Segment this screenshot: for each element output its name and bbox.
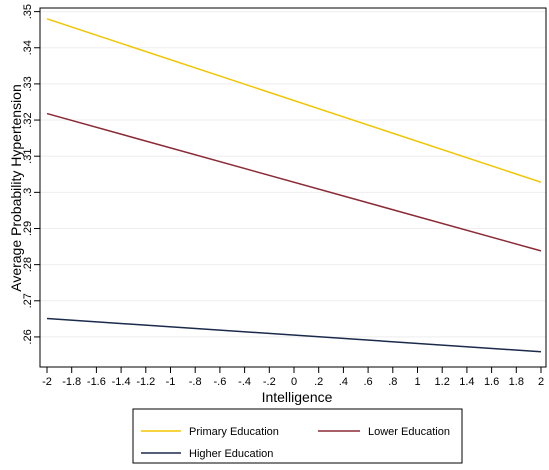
x-tick-label: -2 bbox=[42, 376, 52, 388]
legend-label-2: Higher Education bbox=[189, 448, 273, 460]
x-tick-label: -.6 bbox=[213, 376, 226, 388]
y-tick-label: .35 bbox=[22, 4, 34, 19]
plot-series bbox=[46, 18, 542, 353]
x-tick-label: .2 bbox=[314, 376, 323, 388]
x-tick-label: 1.4 bbox=[459, 376, 474, 388]
grid-lines bbox=[40, 11, 546, 338]
y-axis-label: Average Probability Hypertension bbox=[8, 84, 24, 292]
y-tick-label: .34 bbox=[22, 40, 34, 55]
x-tick-label: .6 bbox=[364, 376, 373, 388]
legend-label-1: Lower Education bbox=[368, 426, 450, 438]
x-tick-label: .4 bbox=[339, 376, 348, 388]
x-axis: -2 -1.8 -1.6 -1.4 -1.2 -1 -.8 -.6 -.4 -.2 0 .2 .4 .6.… bbox=[42, 367, 544, 388]
y-tick-label: .27 bbox=[22, 293, 34, 308]
x-tick-label: -1.6 bbox=[87, 376, 106, 388]
series-line-2 bbox=[46, 317, 542, 353]
x-tick-label: 1.2 bbox=[435, 376, 450, 388]
y-tick-label: .31 bbox=[22, 149, 34, 164]
legend: Primary Education Lower Education Higher E… bbox=[132, 408, 463, 464]
x-tick-label: -1.4 bbox=[112, 376, 131, 388]
legend-label-0: Primary Education bbox=[189, 426, 279, 438]
x-tick-label: 1.8 bbox=[509, 376, 524, 388]
x-axis-label: Intelligence bbox=[262, 389, 333, 405]
y-tick-label: .32 bbox=[22, 112, 34, 127]
series-line-0 bbox=[46, 18, 542, 183]
y-tick-label: .28 bbox=[22, 257, 34, 272]
x-tick-label: 1.6 bbox=[484, 376, 499, 388]
y-tick-label: .33 bbox=[22, 76, 34, 91]
x-tick-label: -1.2 bbox=[136, 376, 155, 388]
x-tick-label: 0 bbox=[291, 376, 297, 388]
series-line-1 bbox=[46, 112, 542, 252]
x-tick-label: -1.8 bbox=[62, 376, 81, 388]
x-tick-label: -.4 bbox=[238, 376, 251, 388]
x-tick-label: -.2 bbox=[263, 376, 276, 388]
x-tick-label: -.8 bbox=[189, 376, 202, 388]
plot-frame bbox=[39, 7, 547, 368]
y-axis: .26 .27 .28 .29 .3 .31 .32 .33 .34 .35 bbox=[22, 4, 40, 345]
y-tick-label: .29 bbox=[22, 221, 34, 236]
x-tick-label: 1 bbox=[414, 376, 420, 388]
x-tick-label: .8 bbox=[388, 376, 397, 388]
legend-box bbox=[132, 408, 463, 464]
y-tick-label: .26 bbox=[22, 329, 34, 344]
y-tick-label: .3 bbox=[22, 188, 34, 197]
x-tick-label: -1 bbox=[166, 376, 176, 388]
x-tick-label: 2 bbox=[538, 376, 544, 388]
